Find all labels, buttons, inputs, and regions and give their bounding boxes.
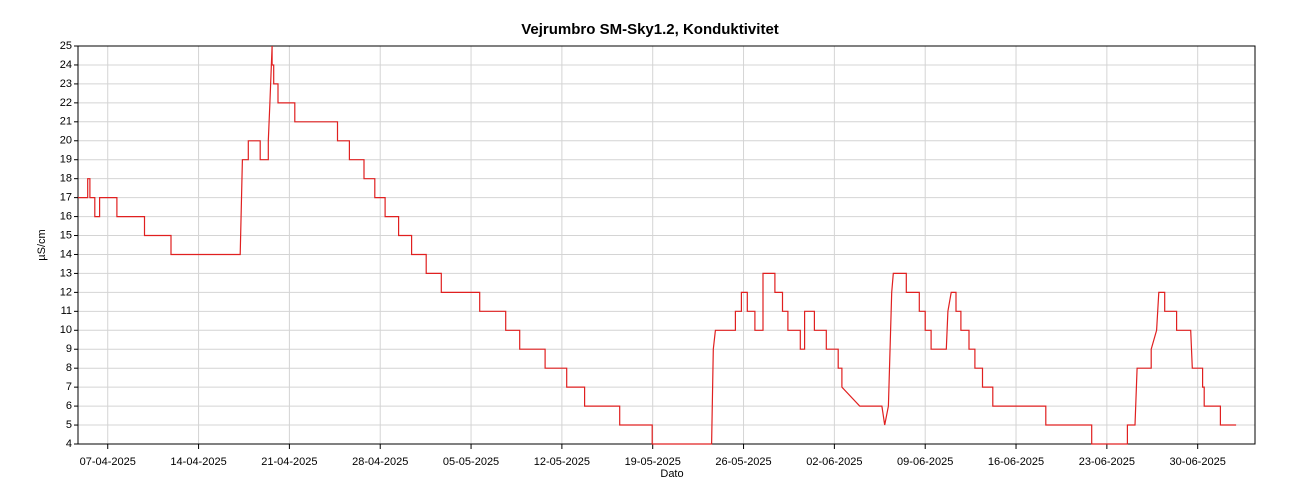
y-tick-label: 19 <box>60 154 72 166</box>
x-tick-label: 23-06-2025 <box>1079 456 1135 468</box>
y-tick-label: 6 <box>66 400 72 412</box>
y-tick-label: 20 <box>60 135 72 147</box>
x-tick-label: 16-06-2025 <box>988 456 1044 468</box>
x-tick-label: 05-05-2025 <box>443 456 499 468</box>
y-tick-label: 10 <box>60 324 72 336</box>
chart-title: Vejrumbro SM-Sky1.2, Konduktivitet <box>521 21 779 38</box>
y-tick-label: 15 <box>60 229 72 241</box>
y-tick-label: 8 <box>66 362 72 374</box>
y-tick-label: 18 <box>60 173 72 185</box>
y-tick-label: 14 <box>60 248 72 260</box>
x-tick-label: 02-06-2025 <box>806 456 862 468</box>
x-tick-label: 26-05-2025 <box>715 456 771 468</box>
y-tick-label: 16 <box>60 210 72 222</box>
y-tick-label: 11 <box>61 305 72 317</box>
y-tick-label: 24 <box>60 59 72 71</box>
x-tick-label: 07-04-2025 <box>80 456 136 468</box>
y-tick-label: 25 <box>60 40 72 52</box>
data-line <box>78 45 1237 445</box>
y-tick-label: 21 <box>60 116 72 128</box>
x-tick-label: 21-04-2025 <box>261 456 317 468</box>
y-tick-label: 4 <box>66 438 72 450</box>
y-tick-label: 13 <box>60 267 72 279</box>
y-axis-label: µS/cm <box>36 229 48 260</box>
y-tick-label: 17 <box>60 192 72 204</box>
x-tick-label: 19-05-2025 <box>625 456 681 468</box>
y-tick-label: 9 <box>66 343 72 355</box>
y-tick-label: 7 <box>66 381 72 393</box>
y-tick-label: 22 <box>60 97 72 109</box>
y-tick-label: 23 <box>60 78 72 90</box>
x-axis-label: Dato <box>660 468 683 480</box>
y-tick-label: 5 <box>66 419 72 431</box>
x-tick-label: 28-04-2025 <box>352 456 408 468</box>
y-tick-label: 12 <box>60 286 72 298</box>
x-tick-label: 12-05-2025 <box>534 456 590 468</box>
x-tick-label: 14-04-2025 <box>170 456 226 468</box>
x-tick-label: 09-06-2025 <box>897 456 953 468</box>
x-tick-label: 30-06-2025 <box>1170 456 1226 468</box>
